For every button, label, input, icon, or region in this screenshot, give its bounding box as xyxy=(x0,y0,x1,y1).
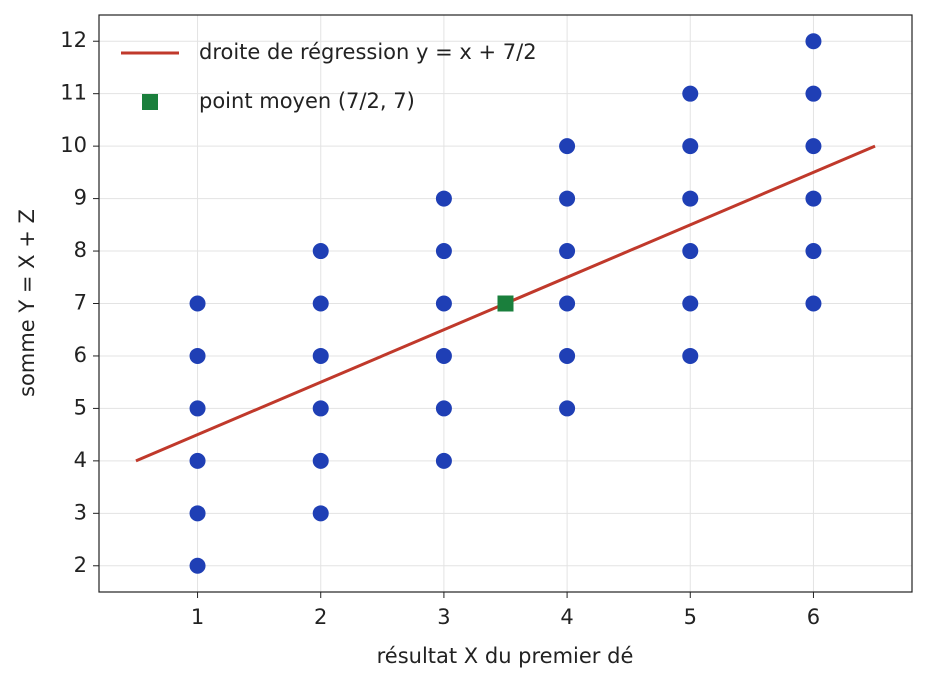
data-point xyxy=(312,452,329,469)
data-point xyxy=(312,347,329,364)
data-point xyxy=(312,243,329,260)
data-point xyxy=(435,295,452,312)
mean-point xyxy=(497,295,514,312)
y-tick-label: 10 xyxy=(60,133,87,157)
data-point xyxy=(189,400,206,417)
legend-label: droite de régression y = x + 7/2 xyxy=(199,40,537,64)
data-point xyxy=(189,505,206,522)
data-point xyxy=(805,138,822,155)
y-axis-label: somme Y = X + Z xyxy=(15,209,39,397)
x-tick-label: 4 xyxy=(560,605,573,629)
y-tick-label: 8 xyxy=(74,238,87,262)
data-point xyxy=(682,243,699,260)
data-point xyxy=(189,295,206,312)
data-point xyxy=(805,295,822,312)
y-tick-label: 7 xyxy=(74,291,87,315)
data-point xyxy=(189,347,206,364)
x-tick-label: 3 xyxy=(437,605,450,629)
data-point xyxy=(559,138,576,155)
y-tick-label: 4 xyxy=(74,448,87,472)
data-point xyxy=(189,557,206,574)
y-tick-label: 2 xyxy=(74,553,87,577)
x-tick-label: 6 xyxy=(807,605,820,629)
legend-label: point moyen (7/2, 7) xyxy=(199,89,415,113)
x-tick-label: 1 xyxy=(191,605,204,629)
data-point xyxy=(682,138,699,155)
y-tick-label: 9 xyxy=(74,186,87,210)
data-point xyxy=(312,505,329,522)
x-tick-label: 2 xyxy=(314,605,327,629)
data-point xyxy=(682,85,699,102)
y-tick-label: 6 xyxy=(74,343,87,367)
data-point xyxy=(805,190,822,207)
data-point xyxy=(559,190,576,207)
y-tick-label: 12 xyxy=(60,28,87,52)
x-tick-label: 5 xyxy=(684,605,697,629)
data-point xyxy=(805,85,822,102)
plot-frame xyxy=(98,14,913,593)
data-point xyxy=(435,400,452,417)
data-point xyxy=(559,347,576,364)
data-point xyxy=(682,347,699,364)
legend-marker xyxy=(142,94,158,110)
data-point xyxy=(559,400,576,417)
data-point xyxy=(682,190,699,207)
data-point xyxy=(559,295,576,312)
y-tick-label: 11 xyxy=(60,81,87,105)
data-point xyxy=(559,243,576,260)
data-point xyxy=(805,243,822,260)
data-point xyxy=(312,295,329,312)
y-tick-label: 5 xyxy=(74,395,87,419)
data-point xyxy=(435,190,452,207)
data-point xyxy=(435,347,452,364)
data-point xyxy=(435,452,452,469)
data-point xyxy=(682,295,699,312)
data-point xyxy=(189,452,206,469)
data-point xyxy=(312,400,329,417)
y-tick-label: 3 xyxy=(74,500,87,524)
x-axis-label: résultat X du premier dé xyxy=(377,644,634,668)
data-point xyxy=(805,33,822,50)
data-point xyxy=(435,243,452,260)
